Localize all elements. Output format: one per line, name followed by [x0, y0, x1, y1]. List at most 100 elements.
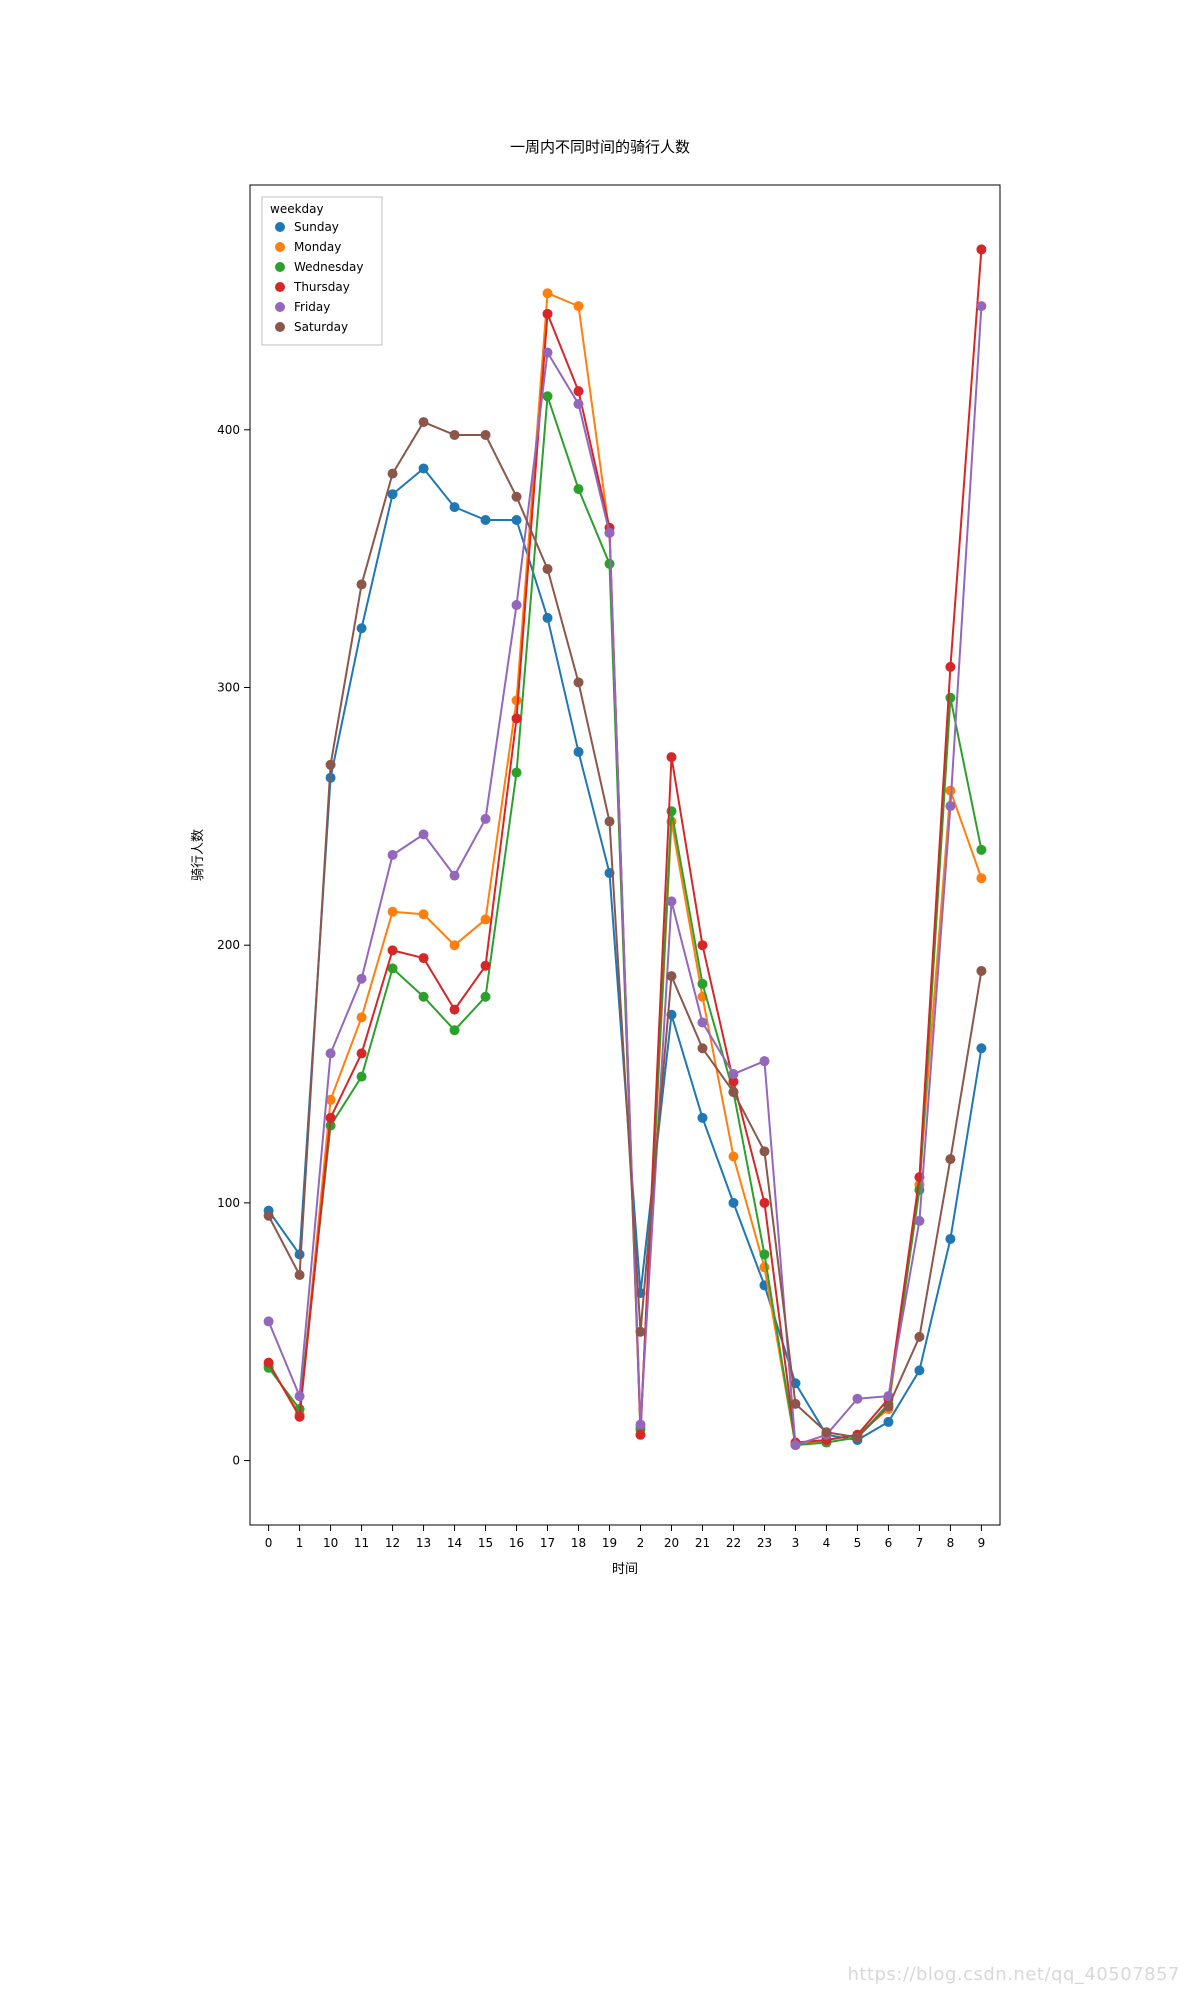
series-marker — [976, 966, 986, 976]
series-marker — [574, 484, 584, 494]
series-marker — [512, 515, 522, 525]
series-marker — [574, 301, 584, 311]
series-marker — [697, 940, 707, 950]
chart-title: 一周内不同时间的骑行人数 — [510, 138, 690, 156]
y-tick-label: 0 — [232, 1454, 240, 1468]
series-marker — [728, 1152, 738, 1162]
series-marker — [759, 1249, 769, 1259]
x-tick-label: 19 — [602, 1536, 617, 1550]
series-marker — [666, 971, 676, 981]
series-marker — [914, 1365, 924, 1375]
x-tick-label: 15 — [478, 1536, 493, 1550]
series-marker — [295, 1270, 305, 1280]
series-marker — [357, 579, 367, 589]
series-marker — [759, 1198, 769, 1208]
series-marker — [388, 945, 398, 955]
series-marker — [635, 1420, 645, 1430]
series-marker — [574, 677, 584, 687]
x-tick-label: 10 — [323, 1536, 338, 1550]
series-marker — [419, 909, 429, 919]
series-marker — [635, 1430, 645, 1440]
series-marker — [976, 244, 986, 254]
x-tick-label: 11 — [354, 1536, 369, 1550]
series-marker — [976, 1043, 986, 1053]
series-marker — [574, 386, 584, 396]
series-marker — [697, 1018, 707, 1028]
series-marker — [945, 662, 955, 672]
series-marker — [481, 992, 491, 1002]
series-marker — [326, 1113, 336, 1123]
series-marker — [388, 489, 398, 499]
series-marker — [821, 1427, 831, 1437]
x-tick-label: 17 — [540, 1536, 555, 1550]
legend-marker — [275, 262, 285, 272]
legend-label: Sunday — [294, 220, 339, 234]
legend-marker — [275, 302, 285, 312]
series-marker — [450, 1005, 460, 1015]
legend-marker — [275, 242, 285, 252]
legend: weekdaySundayMondayWednesdayThursdayFrid… — [262, 197, 382, 345]
series-marker — [326, 1048, 336, 1058]
series-marker — [512, 713, 522, 723]
series-marker — [481, 430, 491, 440]
x-tick-label: 6 — [885, 1536, 893, 1550]
series-marker — [543, 391, 553, 401]
y-axis-label: 骑行人数 — [191, 829, 206, 881]
series-marker — [419, 463, 429, 473]
legend-label: Wednesday — [294, 260, 363, 274]
series-marker — [357, 1012, 367, 1022]
series-marker — [264, 1316, 274, 1326]
series-marker — [574, 747, 584, 757]
x-tick-label: 1 — [296, 1536, 304, 1550]
series-marker — [450, 940, 460, 950]
series-marker — [543, 288, 553, 298]
series-marker — [852, 1432, 862, 1442]
series-marker — [697, 1043, 707, 1053]
line-chart: 一周内不同时间的骑行人数0100200300400011011121314151… — [180, 130, 1020, 1595]
legend-label: Monday — [294, 240, 341, 254]
series-marker — [388, 469, 398, 479]
series-marker — [419, 417, 429, 427]
series-marker — [419, 953, 429, 963]
series-marker — [388, 907, 398, 917]
series-marker — [759, 1056, 769, 1066]
series-marker — [574, 399, 584, 409]
series-marker — [512, 492, 522, 502]
series-marker — [543, 613, 553, 623]
legend-label: Thursday — [293, 280, 350, 294]
series-marker — [945, 693, 955, 703]
x-tick-label: 21 — [695, 1536, 710, 1550]
x-tick-label: 9 — [978, 1536, 986, 1550]
series-marker — [635, 1327, 645, 1337]
series-marker — [264, 1211, 274, 1221]
series-marker — [357, 623, 367, 633]
series-marker — [264, 1358, 274, 1368]
chart-container: 一周内不同时间的骑行人数0100200300400011011121314151… — [180, 130, 1020, 1595]
series-marker — [852, 1394, 862, 1404]
series-marker — [450, 430, 460, 440]
series-marker — [450, 1025, 460, 1035]
x-tick-label: 20 — [664, 1536, 679, 1550]
x-tick-label: 23 — [757, 1536, 772, 1550]
series-marker — [914, 1332, 924, 1342]
legend-label: Friday — [294, 300, 330, 314]
series-marker — [666, 752, 676, 762]
series-marker — [728, 1087, 738, 1097]
y-tick-label: 200 — [217, 938, 240, 952]
series-marker — [976, 873, 986, 883]
series-marker — [419, 992, 429, 1002]
x-tick-label: 2 — [637, 1536, 645, 1550]
y-tick-label: 100 — [217, 1196, 240, 1210]
series-marker — [697, 1113, 707, 1123]
x-tick-label: 4 — [823, 1536, 831, 1550]
series-marker — [295, 1391, 305, 1401]
series-marker — [976, 301, 986, 311]
series-marker — [976, 845, 986, 855]
watermark-text: https://blog.csdn.net/qq_40507857 — [847, 1964, 1180, 1985]
series-marker — [759, 1146, 769, 1156]
series-marker — [945, 1154, 955, 1164]
series-marker — [666, 896, 676, 906]
series-marker — [357, 1072, 367, 1082]
series-marker — [450, 502, 460, 512]
series-marker — [295, 1412, 305, 1422]
